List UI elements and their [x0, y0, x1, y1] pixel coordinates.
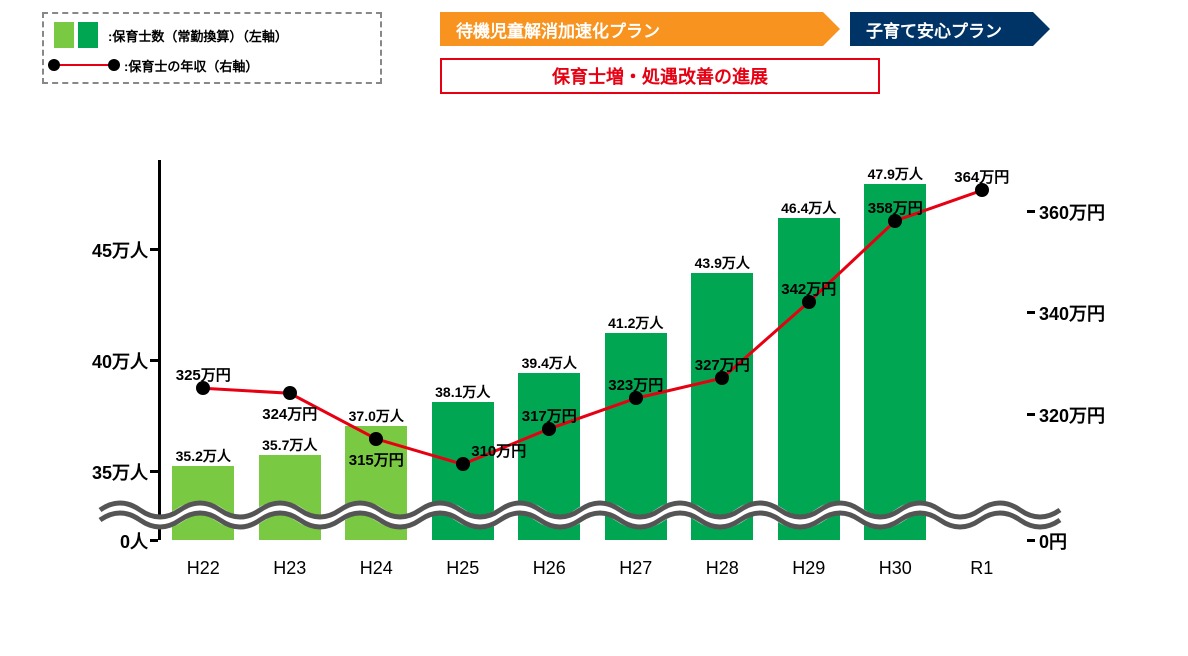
- line-point: [369, 432, 383, 446]
- line-value-label: 310万円: [471, 440, 526, 461]
- line-value-label: 315万円: [349, 449, 404, 470]
- line-point: [283, 386, 297, 400]
- line-point: [456, 457, 470, 471]
- line-value-label: 323万円: [608, 374, 663, 395]
- line-value-label: 325万円: [176, 364, 231, 385]
- line-value-label: 324万円: [262, 403, 317, 424]
- axis-break-wave: [0, 0, 1188, 656]
- line-value-label: 317万円: [522, 405, 577, 426]
- line-value-label: 342万円: [781, 278, 836, 299]
- line-value-label: 358万円: [868, 197, 923, 218]
- line-value-label: 364万円: [954, 166, 1009, 187]
- line-value-label: 327万円: [695, 354, 750, 375]
